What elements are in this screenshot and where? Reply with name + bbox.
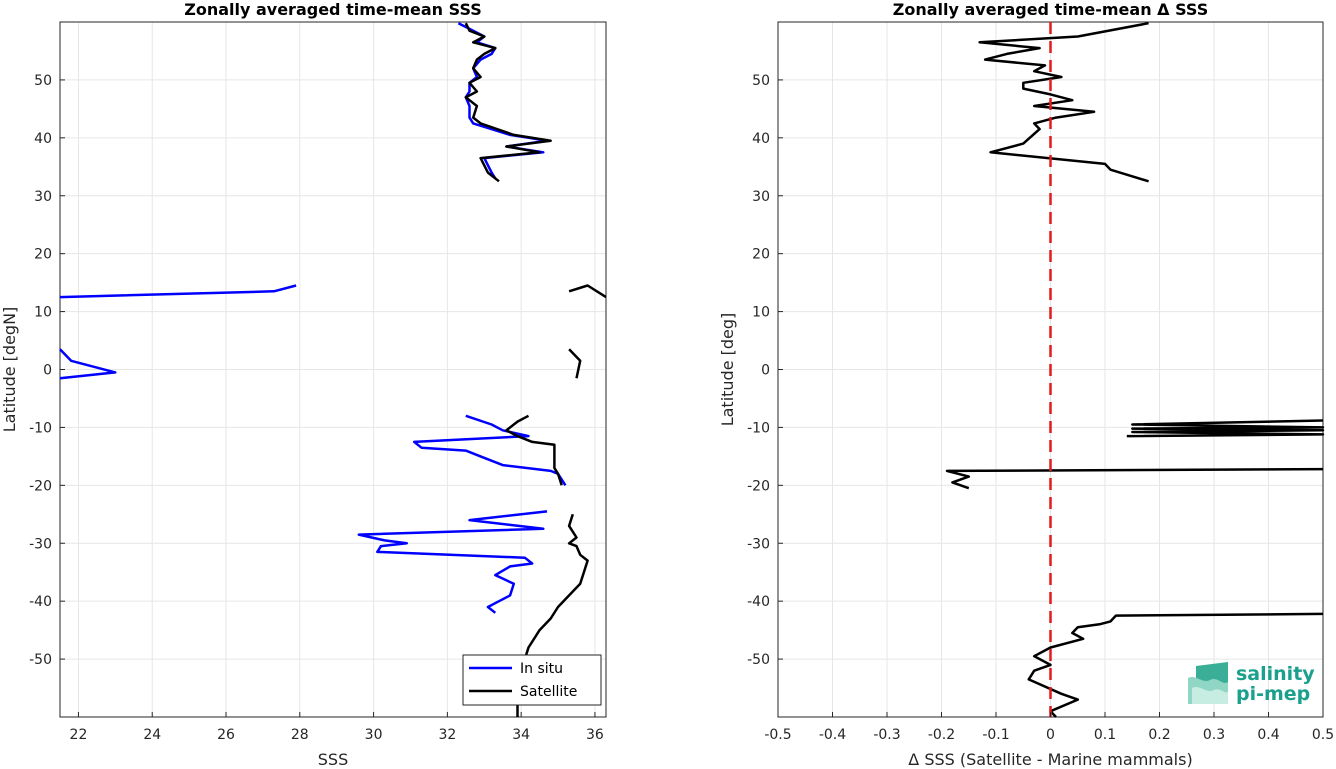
y-tick-label: 40	[34, 131, 52, 147]
series-line-satellite	[505, 414, 563, 486]
x-tick-label: -0.1	[982, 727, 1009, 743]
y-tick-label: -10	[29, 420, 52, 436]
x-tick-label: 0.2	[1148, 727, 1170, 743]
y-tick-label: 30	[34, 189, 52, 205]
legend-label-insitu: In situ	[520, 661, 563, 677]
x-tick-label: 0.1	[1094, 727, 1116, 743]
y-tick-label: -50	[29, 652, 52, 668]
logo-text-pimep: pi-mep	[1236, 683, 1310, 705]
delta-y-axis-label: Latitude [deg]	[718, 313, 737, 427]
y-tick-label: 50	[34, 73, 52, 89]
x-tick-label: -0.2	[928, 727, 955, 743]
y-tick-label: 10	[752, 305, 770, 321]
series-line-delta	[978, 21, 1149, 183]
delta-chart-title: Zonally averaged time-mean Δ SSS	[893, 0, 1209, 19]
x-tick-label: 34	[512, 727, 530, 743]
y-tick-label: 0	[761, 363, 770, 379]
y-tick-label: 10	[34, 305, 52, 321]
series-line-satellite	[568, 284, 607, 299]
x-tick-label: 26	[217, 727, 235, 743]
x-tick-label: 36	[586, 727, 604, 743]
y-tick-label: 30	[752, 189, 770, 205]
delta-sss-panel: -0.5 -0.4 -0.3 -0.2 -0.1 0 0.1 0.2 0.3 0.4 0.5 -50 -…	[718, 0, 1334, 769]
x-tick-label: 0.4	[1257, 727, 1279, 743]
y-tick-label: -30	[747, 536, 770, 552]
series-line-satellite	[464, 22, 552, 183]
series-line-delta	[1126, 419, 1325, 438]
y-tick-label: 0	[43, 363, 52, 379]
y-tick-label: 20	[34, 247, 52, 263]
y-tick-label: -50	[747, 652, 770, 668]
x-tick-label: -0.5	[764, 727, 791, 743]
series-line-delta	[945, 467, 1324, 490]
logo-text-salinity: salinity	[1236, 663, 1315, 685]
sss-chart-title: Zonally averaged time-mean SSS	[184, 0, 482, 19]
series-line-delta	[1027, 612, 1324, 718]
x-tick-label: 30	[365, 727, 383, 743]
delta-series	[945, 21, 1325, 718]
series-line-in-situ	[357, 510, 548, 614]
series-line-satellite	[568, 348, 582, 379]
y-tick-label: -20	[747, 478, 770, 494]
y-tick-label: 50	[752, 73, 770, 89]
y-tick-label: 20	[752, 247, 770, 263]
sss-ticks: 22 24 26 28 30 32 34 36 -50 -40 -30 -20 -10 0 10 20 30 40…	[29, 73, 604, 743]
delta-ticks: -0.5 -0.4 -0.3 -0.2 -0.1 0 0.1 0.2 0.3 0.4 0.5 -50 -…	[747, 73, 1334, 743]
y-tick-label: -20	[29, 478, 52, 494]
sss-legend: In situ Satellite	[462, 654, 602, 706]
y-tick-label: -40	[747, 594, 770, 610]
delta-x-axis-label: Δ SSS (Satellite - Marine mammals)	[908, 750, 1192, 769]
x-tick-label: -0.4	[819, 727, 846, 743]
y-tick-label: -30	[29, 536, 52, 552]
y-tick-label: -10	[747, 420, 770, 436]
x-tick-label: -0.3	[873, 727, 900, 743]
salinity-pimep-logo: salinity pi-mep	[1188, 662, 1315, 705]
x-tick-label: 32	[438, 727, 456, 743]
series-line-in-situ	[412, 414, 567, 486]
series-line-in-situ	[59, 284, 297, 299]
sss-x-axis-label: SSS	[318, 750, 348, 769]
sss-series	[59, 22, 607, 717]
x-tick-label: 0.3	[1203, 727, 1225, 743]
sss-panel: 22 24 26 28 30 32 34 36 -50 -40 -30 -20 -10 0 10 20 30 40…	[0, 0, 607, 769]
y-tick-label: 40	[752, 131, 770, 147]
sss-grid	[60, 22, 606, 717]
x-tick-label: 24	[143, 727, 161, 743]
x-tick-label: 0.5	[1312, 727, 1334, 743]
x-tick-label: 22	[70, 727, 88, 743]
legend-label-satellite: Satellite	[520, 684, 577, 700]
x-tick-label: 28	[291, 727, 309, 743]
y-tick-label: -40	[29, 594, 52, 610]
x-tick-label: 0	[1046, 727, 1055, 743]
salinity-wave-icon	[1188, 662, 1228, 704]
series-line-in-situ	[59, 348, 117, 380]
legend-box	[462, 654, 602, 706]
sss-y-axis-label: Latitude [degN]	[0, 307, 19, 433]
